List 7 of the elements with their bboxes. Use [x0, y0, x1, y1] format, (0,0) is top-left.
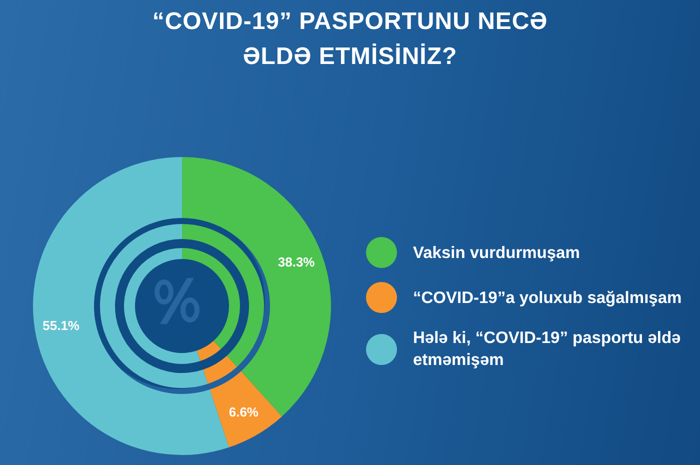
data-label: 6.6% — [228, 404, 259, 420]
data-label: 55.1% — [42, 318, 80, 334]
legend-label: Vaksin vurdurmuşam — [413, 242, 581, 264]
legend-label: Hələ ki, “COVID-19” pasportu əldə etməmişəm — [413, 328, 682, 371]
legend-label: “COVID-19”a yoluxub sağalmışam — [413, 288, 683, 308]
chart-title: “COVID-19” PASPORTUNU NECƏ ƏLDƏ ETMİSİNİZ? — [151, 7, 549, 72]
data-label: 38.3% — [278, 254, 316, 270]
